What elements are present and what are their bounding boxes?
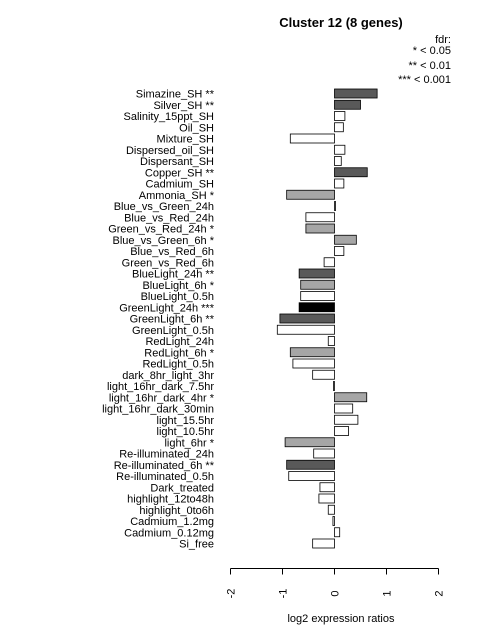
category-label-greenlight-6h: GreenLight_6h ** <box>130 314 215 326</box>
bar-redlight-0-5h <box>292 358 335 369</box>
category-label-blue-vs-green-6h: Blue_vs_Green_6h * <box>112 235 214 247</box>
x-tick-label: -2 <box>226 589 238 599</box>
category-label-blue-vs-green-24h: Blue_vs_Green_24h <box>114 201 214 213</box>
category-label-redlight-24h: RedLight_24h <box>145 336 214 348</box>
bar-salinity-15ppt-sh <box>334 111 346 121</box>
category-label-si-free: Si_free <box>179 539 214 551</box>
category-label-copper-sh: Copper_SH ** <box>145 167 215 179</box>
category-label-highlight-0to6h: highlight_0to6h <box>139 505 214 517</box>
category-label-salinity-15ppt-sh: Salinity_15ppt_SH <box>123 111 214 123</box>
bar-silver-sh <box>334 99 361 110</box>
x-tick-label: 0 <box>330 590 342 596</box>
bar-blue-vs-green-24h <box>334 201 336 211</box>
category-label-dispersant-sh: Dispersant_SH <box>140 156 214 168</box>
legend-entry-fdr-0.05: * < 0.05 <box>413 45 451 57</box>
bar-light-10-5hr <box>334 426 349 436</box>
legend: fdr: * < 0.05 ** < 0.01 *** < 0.001 <box>398 34 451 86</box>
category-label-bluelight-6h: BlueLight_6h * <box>142 280 214 292</box>
category-labels: Simazine_SH **Silver_SH **Salinity_15ppt… <box>102 89 215 551</box>
bar-highlight-12to48h <box>318 493 335 504</box>
bar-greenlight-24h <box>298 302 335 313</box>
bar-green-vs-red-6h <box>323 257 335 268</box>
category-label-re-illuminated-6h: Re-illuminated_6h ** <box>114 460 215 472</box>
bar-dispersant-sh <box>334 156 342 166</box>
bar-cadmium-1-2mg <box>332 516 335 526</box>
category-label-highlight-12to48h: highlight_12to48h <box>127 494 214 506</box>
bar-greenlight-0-5h <box>276 324 335 335</box>
bar-light-6hr <box>284 437 335 448</box>
bar-green-vs-red-24h <box>305 223 335 234</box>
bar-blue-vs-green-6h <box>334 234 357 245</box>
legend-entry-fdr-0.01: ** < 0.01 <box>408 60 451 72</box>
bar-mixture-sh <box>289 133 335 144</box>
bar-bluelight-6h <box>300 279 335 290</box>
bar-bluelight-0-5h <box>300 291 335 301</box>
bar-dispersed-oil-sh <box>334 144 346 155</box>
category-label-bluelight-24h: BlueLight_24h ** <box>132 269 215 281</box>
bar-blue-vs-red-24h <box>305 212 335 223</box>
bar-ammonia-sh <box>286 189 335 200</box>
category-label-greenlight-24h: GreenLight_24h *** <box>119 302 215 314</box>
bar-simazine-sh <box>334 88 378 99</box>
bar-light-16hr-dark-30min <box>334 403 354 414</box>
category-label-cadmium-0-12mg: Cadmium_0.12mg <box>124 527 214 539</box>
bar-greenlight-6h <box>279 313 335 324</box>
x-tick-label: 2 <box>434 590 446 596</box>
category-label-simazine-sh: Simazine_SH ** <box>136 89 215 101</box>
category-label-green-vs-red-6h: Green_vs_Red_6h <box>122 257 214 269</box>
category-label-oil-sh: Oil_SH <box>179 122 214 134</box>
category-label-re-illuminated-0-5h: Re-illuminated_0.5h <box>116 471 214 483</box>
category-label-bluelight-0-5h: BlueLight_0.5h <box>141 291 214 303</box>
bar-redlight-24h <box>327 336 335 346</box>
category-label-blue-vs-red-24h: Blue_vs_Red_24h <box>124 212 214 224</box>
bar-si-free <box>312 538 335 549</box>
legend-entry-fdr-0.001: *** < 0.001 <box>398 74 451 86</box>
category-label-light-16hr-dark-30min: light_16hr_dark_30min <box>102 404 214 416</box>
x-tick-label: 1 <box>382 590 394 596</box>
bar-cadmium-0-12mg <box>334 527 341 538</box>
category-label-redlight-0-5h: RedLight_0.5h <box>142 359 214 371</box>
category-label-light-16hr-dark-4hr: light_16hr_dark_4hr * <box>109 392 215 404</box>
bar-dark-treated <box>319 482 335 493</box>
bar-cadmium-sh <box>334 178 345 189</box>
category-label-dark-treated: Dark_treated <box>150 482 214 494</box>
category-label-dispersed-oil-sh: Dispersed_oil_SH <box>126 145 214 157</box>
bar-re-illuminated-0-5h <box>288 471 335 481</box>
bar-light-16hr-dark-4hr <box>334 392 368 403</box>
category-label-cadmium-sh: Cadmium_SH <box>146 179 215 191</box>
category-label-greenlight-0-5h: GreenLight_0.5h <box>132 325 214 337</box>
category-label-light-16hr-dark-7-5hr: light_16hr_dark_7.5hr <box>107 381 214 393</box>
category-label-cadmium-1-2mg: Cadmium_1.2mg <box>130 516 214 528</box>
category-label-light-15-5hr: light_15.5hr <box>157 415 215 427</box>
category-label-blue-vs-red-6h: Blue_vs_Red_6h <box>130 246 214 258</box>
category-label-redlight-6h: RedLight_6h * <box>144 347 214 359</box>
category-label-ammonia-sh: Ammonia_SH * <box>139 190 215 202</box>
bar-re-illuminated-6h <box>286 459 335 470</box>
bar-re-illuminated-24h <box>313 448 335 459</box>
category-label-light-10-5hr: light_10.5hr <box>157 426 215 438</box>
bar-light-16hr-dark-7-5hr <box>333 381 335 391</box>
category-label-green-vs-red-24h: Green_vs_Red_24h * <box>108 224 215 236</box>
category-label-light-6hr: light_6hr * <box>164 437 214 449</box>
x-tick-label: -1 <box>278 589 290 599</box>
bar-bluelight-24h <box>298 268 335 279</box>
legend-title: fdr: <box>435 34 451 46</box>
category-label-mixture-sh: Mixture_SH <box>157 134 215 146</box>
bar-oil-sh <box>334 122 344 133</box>
category-label-dark-8hr-light-3hr: dark_8hr_light_3hr <box>122 370 214 382</box>
bar-dark-8hr-light-3hr <box>312 369 335 380</box>
category-label-silver-sh: Silver_SH ** <box>153 100 214 112</box>
bar-blue-vs-red-6h <box>334 246 345 256</box>
bar-highlight-0to6h <box>327 504 335 515</box>
bar-copper-sh <box>334 167 368 178</box>
x-axis-label: log2 expression ratios <box>287 613 395 625</box>
bar-light-15-5hr <box>334 414 359 425</box>
bars-group <box>276 88 378 549</box>
bar-redlight-6h <box>289 347 335 358</box>
category-label-re-illuminated-24h: Re-illuminated_24h <box>119 449 214 461</box>
x-axis: -2 -1 0 1 2 <box>226 568 446 599</box>
chart-title: Cluster 12 (8 genes) <box>279 15 403 30</box>
